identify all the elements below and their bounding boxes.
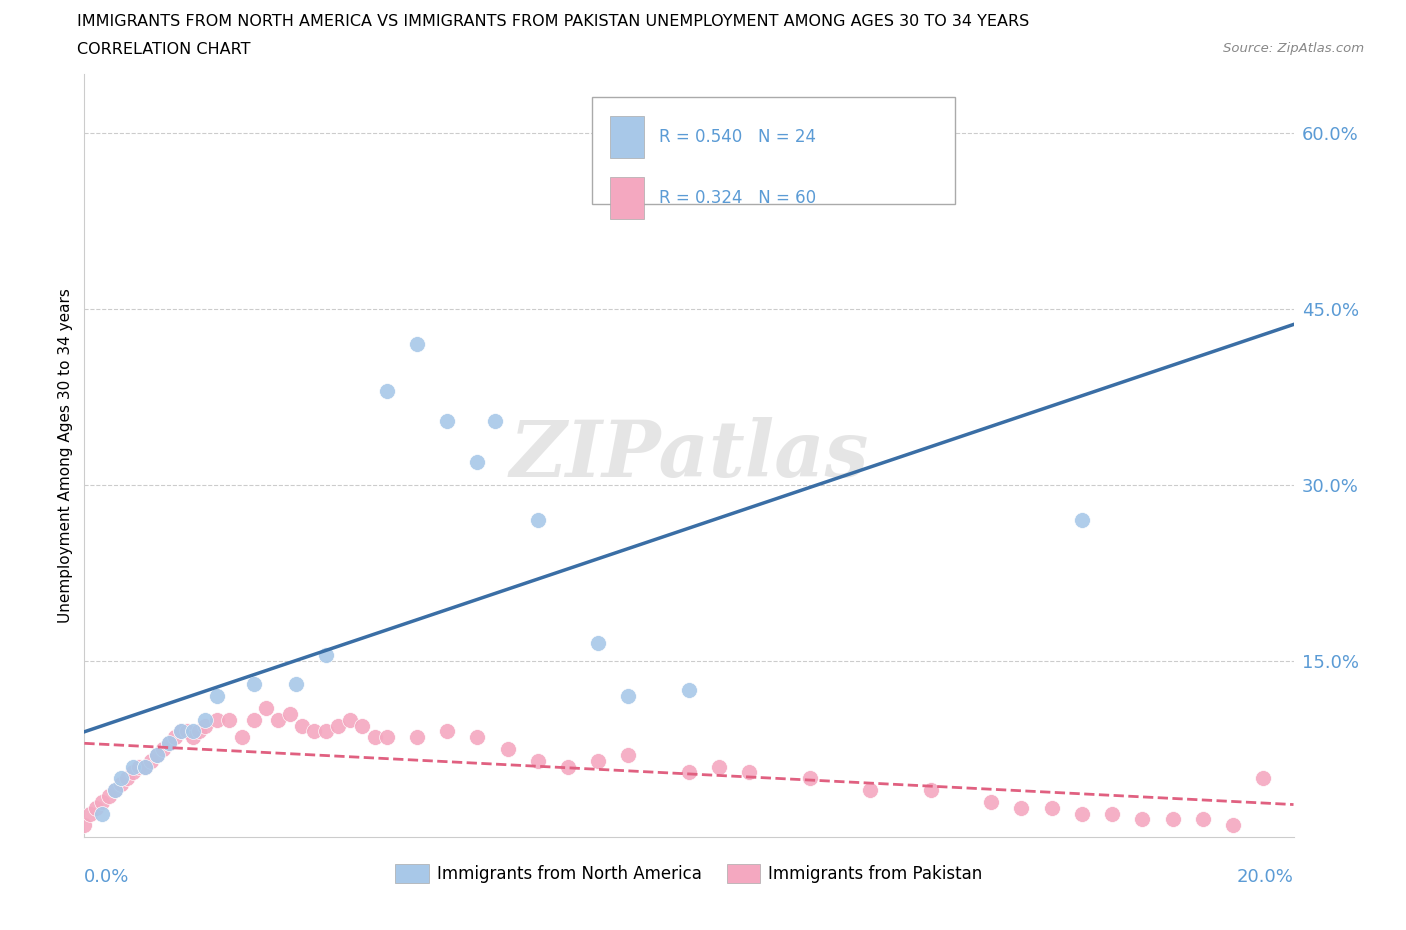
Text: Source: ZipAtlas.com: Source: ZipAtlas.com xyxy=(1223,42,1364,55)
Point xyxy=(859,783,882,798)
Point xyxy=(79,806,101,821)
Point xyxy=(799,771,821,786)
Point xyxy=(1192,812,1215,827)
Point xyxy=(218,712,240,727)
Point xyxy=(527,512,550,527)
Point xyxy=(242,712,264,727)
Point xyxy=(1011,800,1033,815)
Point xyxy=(181,724,204,738)
Point xyxy=(115,771,138,786)
Point xyxy=(678,683,700,698)
Point xyxy=(375,384,398,399)
Point xyxy=(139,753,162,768)
Text: R = 0.540   N = 24: R = 0.540 N = 24 xyxy=(659,128,815,146)
Point xyxy=(254,700,277,715)
Point xyxy=(738,765,761,780)
Point xyxy=(1040,800,1063,815)
Point xyxy=(134,759,156,774)
Point xyxy=(406,730,429,745)
Point xyxy=(73,817,96,832)
Point xyxy=(170,724,193,738)
Point xyxy=(352,718,374,733)
Point xyxy=(291,718,314,733)
Point xyxy=(285,677,308,692)
Point xyxy=(110,771,132,786)
Point xyxy=(467,454,489,469)
Text: IMMIGRANTS FROM NORTH AMERICA VS IMMIGRANTS FROM PAKISTAN UNEMPLOYMENT AMONG AGE: IMMIGRANTS FROM NORTH AMERICA VS IMMIGRA… xyxy=(77,14,1029,29)
Point xyxy=(242,677,264,692)
Point xyxy=(1101,806,1123,821)
Point xyxy=(121,765,143,780)
Point xyxy=(484,413,506,428)
Point xyxy=(588,753,610,768)
Text: 0.0%: 0.0% xyxy=(84,868,129,885)
Point xyxy=(194,712,217,727)
Point xyxy=(231,730,253,745)
Point xyxy=(134,759,156,774)
Point xyxy=(207,689,229,704)
FancyBboxPatch shape xyxy=(592,98,955,204)
Point xyxy=(91,806,114,821)
Point xyxy=(557,759,579,774)
Point xyxy=(496,741,519,756)
Text: R = 0.324   N = 60: R = 0.324 N = 60 xyxy=(659,190,815,207)
Point xyxy=(170,724,193,738)
Point xyxy=(128,759,150,774)
Point xyxy=(121,759,143,774)
Point xyxy=(278,707,301,722)
Point xyxy=(110,777,132,791)
Point xyxy=(588,636,610,651)
Point xyxy=(91,794,114,809)
Point xyxy=(302,724,325,738)
Point xyxy=(315,647,337,662)
Point xyxy=(157,736,180,751)
Point xyxy=(527,753,550,768)
Point xyxy=(406,337,429,352)
Point xyxy=(188,724,211,738)
Point xyxy=(1130,812,1153,827)
Bar xyxy=(610,178,644,219)
Point xyxy=(709,759,731,774)
Text: ZIPatlas: ZIPatlas xyxy=(509,418,869,494)
Point xyxy=(86,800,108,815)
Point xyxy=(1253,771,1275,786)
Point xyxy=(617,689,640,704)
Point xyxy=(146,748,169,763)
Text: CORRELATION CHART: CORRELATION CHART xyxy=(77,42,250,57)
Point xyxy=(157,736,180,751)
Point xyxy=(1071,512,1094,527)
Point xyxy=(617,748,640,763)
Point xyxy=(152,741,174,756)
Point xyxy=(980,794,1002,809)
Point xyxy=(363,730,385,745)
Bar xyxy=(610,116,644,158)
Point xyxy=(315,724,337,738)
Point xyxy=(436,413,458,428)
Point xyxy=(339,712,361,727)
Point xyxy=(165,730,187,745)
Point xyxy=(176,724,198,738)
Legend: Immigrants from North America, Immigrants from Pakistan: Immigrants from North America, Immigrant… xyxy=(388,857,990,890)
Point xyxy=(1161,812,1184,827)
Text: 20.0%: 20.0% xyxy=(1237,868,1294,885)
Point xyxy=(207,712,229,727)
Point xyxy=(467,730,489,745)
Point xyxy=(678,765,700,780)
Point xyxy=(104,783,127,798)
Point xyxy=(181,730,204,745)
Point xyxy=(375,730,398,745)
Point xyxy=(194,718,217,733)
Point xyxy=(1071,806,1094,821)
Point xyxy=(436,724,458,738)
Point xyxy=(1222,817,1244,832)
Y-axis label: Unemployment Among Ages 30 to 34 years: Unemployment Among Ages 30 to 34 years xyxy=(58,288,73,623)
Point xyxy=(146,748,169,763)
Point xyxy=(267,712,290,727)
Point xyxy=(97,789,120,804)
Point xyxy=(920,783,942,798)
Point xyxy=(328,718,350,733)
Point xyxy=(104,783,127,798)
